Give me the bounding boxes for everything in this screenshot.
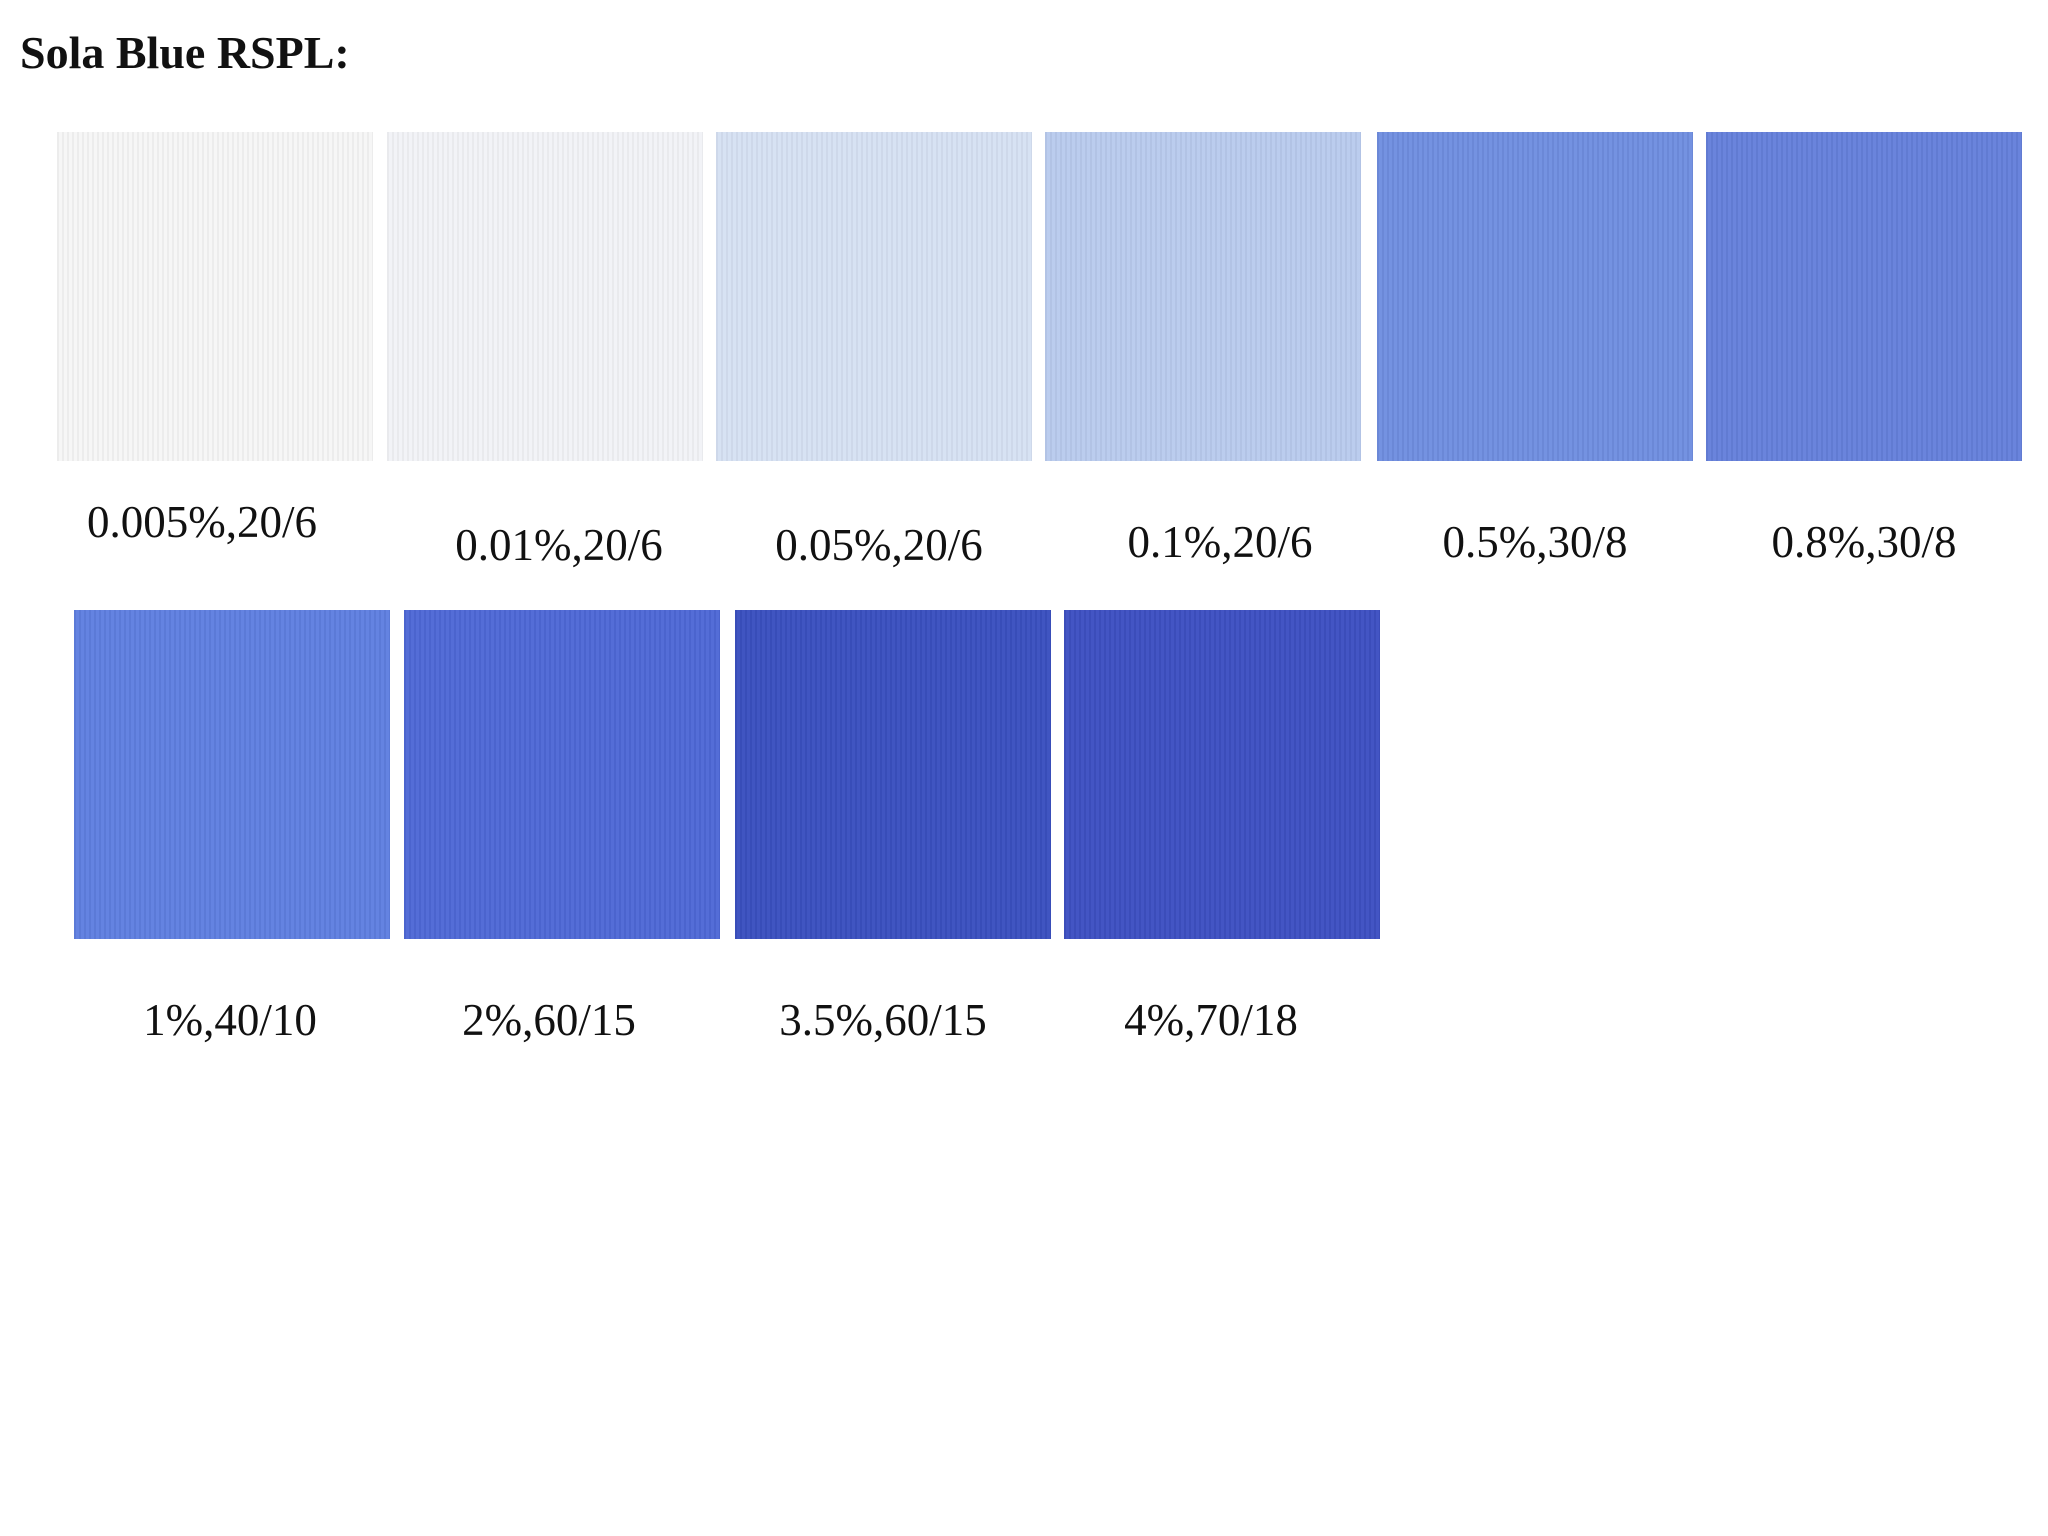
- swatch: [74, 610, 390, 939]
- swatch-label: 2%,60/15: [462, 995, 636, 1045]
- swatch-label: 0.01%,20/6: [455, 520, 663, 570]
- swatch: [57, 132, 373, 461]
- swatch: [716, 132, 1032, 461]
- swatch-label: 0.1%,20/6: [1127, 517, 1313, 567]
- swatch-label: 0.05%,20/6: [775, 520, 983, 570]
- swatch: [735, 610, 1051, 939]
- swatch: [1377, 132, 1693, 461]
- swatch: [1045, 132, 1361, 461]
- swatch: [1064, 610, 1380, 939]
- swatch: [387, 132, 703, 461]
- swatch-label: 0.8%,30/8: [1771, 517, 1957, 567]
- swatch-label: 0.5%,30/8: [1442, 517, 1628, 567]
- swatch-label: 0.005%,20/6: [87, 497, 317, 547]
- title: Sola Blue RSPL:: [20, 27, 350, 78]
- swatch-label: 1%,40/10: [143, 995, 317, 1045]
- swatch-label: 4%,70/18: [1124, 995, 1298, 1045]
- swatch-label: 3.5%,60/15: [779, 995, 987, 1045]
- swatch: [1706, 132, 2022, 461]
- swatch: [404, 610, 720, 939]
